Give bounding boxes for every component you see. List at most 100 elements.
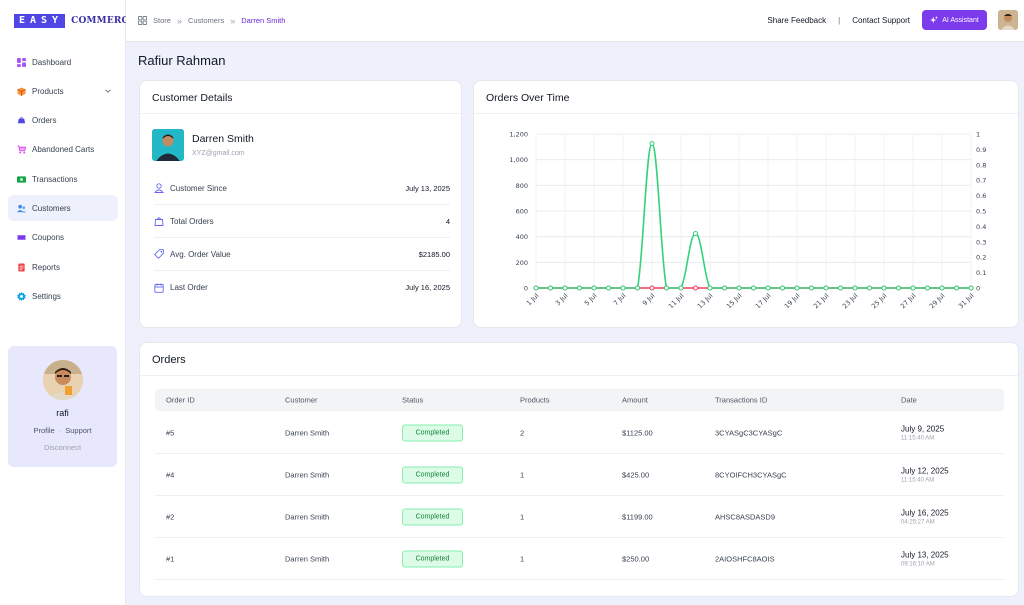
- top-header: Store » Customers » Darren Smith Share F…: [126, 0, 1024, 42]
- series-line-left: [536, 142, 971, 289]
- disconnect-link[interactable]: Disconnect: [43, 443, 82, 452]
- chevron-down-icon[interactable]: [104, 87, 112, 95]
- y-left-tick-label: 0: [524, 285, 528, 293]
- detail-value: 4: [445, 216, 450, 226]
- ai-assistant-button[interactable]: AI Assistant: [922, 10, 987, 30]
- report-icon: [18, 263, 25, 272]
- col-order-id[interactable]: Order ID: [166, 395, 195, 405]
- order-id: #1: [166, 554, 175, 563]
- sidebar-item-abandoned-carts[interactable]: Abandoned Carts: [8, 137, 118, 163]
- col-products[interactable]: Products: [520, 395, 550, 405]
- dashboard-icon: [17, 57, 26, 67]
- header-separator: |: [838, 15, 841, 25]
- orders-chart[interactable]: 0 200 400 600 800 1,000 1,200 0 0.1 0.2 0.3 0.4 0.5 0…: [474, 115, 1018, 327]
- sidebar-item-transactions[interactable]: Transactions: [8, 166, 118, 192]
- profile-link[interactable]: Profile: [33, 426, 55, 435]
- data-point-left: [751, 285, 756, 291]
- data-point-left: [838, 285, 843, 291]
- orders-card: Orders: [139, 342, 1019, 597]
- order-id: #2: [166, 512, 175, 521]
- orders-chart-title: Orders Over Time: [474, 81, 1018, 114]
- support-link[interactable]: Support: [65, 426, 92, 435]
- status-badge: Completed: [402, 508, 463, 525]
- data-point-left: [954, 285, 959, 291]
- order-date-cell: July 9, 2025 11:15:40 AM: [901, 424, 944, 441]
- sidebar-item-coupons[interactable]: Coupons: [8, 225, 118, 251]
- y-right-tick-label: 0.3: [976, 238, 986, 246]
- x-tick-label: 27 Jul: [899, 292, 918, 311]
- calendar-icon: [154, 283, 164, 293]
- money-icon: [17, 176, 26, 183]
- breadcrumb-store[interactable]: Store: [153, 16, 171, 25]
- x-tick-label: 11 Jul: [667, 292, 686, 311]
- order-id: #5: [166, 428, 175, 437]
- data-point-left: [925, 285, 930, 291]
- x-tick-label: 25 Jul: [870, 292, 889, 311]
- customer-photo-image: [152, 129, 184, 161]
- sparkle-icon: [930, 16, 939, 24]
- sidebar-item-products[interactable]: Products: [8, 78, 118, 104]
- order-customer: Darren Smith: [285, 428, 330, 437]
- x-tick-label: 13 Jul: [696, 292, 715, 311]
- order-date-cell: July 13, 2025 09:16:10 AM: [901, 550, 949, 567]
- data-point-left: [910, 285, 916, 291]
- order-date: July 12, 2025: [901, 466, 949, 475]
- order-txn: 8CYOIFCH3CYASgC: [715, 470, 787, 479]
- sidebar-item-reports[interactable]: Reports: [8, 254, 118, 280]
- customer-name: Darren Smith: [192, 133, 254, 145]
- user-links: Profile · Support: [8, 426, 117, 435]
- data-point-right: [693, 285, 698, 291]
- contact-support-link[interactable]: Contact Support: [852, 15, 910, 25]
- tag-icon: [154, 249, 164, 259]
- col-customer[interactable]: Customer: [285, 395, 318, 405]
- order-amount: $1199.00: [622, 512, 653, 521]
- sidebar-item-settings[interactable]: Settings: [8, 283, 118, 309]
- col-amount[interactable]: Amount: [622, 395, 648, 405]
- sidebar-item-customers[interactable]: Customers: [8, 195, 118, 222]
- data-point-left: [722, 285, 727, 291]
- table-row[interactable]: #5 Darren Smith Completed 2 $1125.00 3CY…: [155, 412, 1004, 454]
- status-badge: Completed: [402, 424, 463, 441]
- col-transactions-id[interactable]: Transactions ID: [715, 395, 768, 405]
- y-right-tick-label: 0: [976, 285, 980, 293]
- order-amount: $425.00: [622, 470, 650, 479]
- y-right-tick-label: 0.9: [976, 146, 986, 154]
- table-header: Order ID Customer Status Products Amount…: [155, 389, 1004, 411]
- x-tick-label: 15 Jul: [725, 292, 744, 311]
- order-date-cell: July 12, 2025 11:15:40 AM: [901, 466, 949, 483]
- y-right-tick-label: 0.8: [976, 161, 986, 169]
- user-name: rafi: [56, 408, 69, 418]
- data-point-left: [693, 230, 698, 236]
- y-right-tick-label: 0.4: [976, 223, 986, 231]
- col-date[interactable]: Date: [901, 395, 917, 405]
- orders-over-time-card: Orders Over Time 0 200 400 600 800 1,000 1,200…: [473, 80, 1019, 328]
- col-status[interactable]: Status: [402, 395, 424, 405]
- x-tick-label: 7 Jul: [612, 292, 628, 308]
- data-point-left: [533, 285, 539, 291]
- table-row[interactable]: #1 Darren Smith Completed 1 $250.00 2AIO…: [155, 538, 1004, 580]
- table-row[interactable]: #2 Darren Smith Completed 1 $1199.00 AHS…: [155, 496, 1004, 538]
- avatar[interactable]: [42, 360, 83, 400]
- detail-last-order: Last Order July 16, 2025: [154, 271, 450, 304]
- logo[interactable]: EASY COMMERCE: [0, 0, 136, 42]
- customer-photo: [152, 129, 184, 161]
- header-avatar[interactable]: [998, 10, 1018, 30]
- table-row[interactable]: #4 Darren Smith Completed 1 $425.00 8CYO…: [155, 454, 1004, 496]
- data-point-left: [577, 285, 582, 291]
- order-amount: $250.00: [622, 554, 650, 563]
- breadcrumb-customers[interactable]: Customers: [187, 16, 225, 25]
- sidebar-item-label: Reports: [32, 262, 61, 272]
- y-right-tick-label: 0.7: [976, 177, 986, 185]
- data-point-left: [968, 285, 974, 291]
- page-title: Rafiur Rahman: [138, 53, 226, 68]
- data-point-right: [649, 285, 655, 291]
- share-feedback-link[interactable]: Share Feedback: [767, 15, 827, 25]
- sidebar-item-orders[interactable]: Orders: [8, 108, 118, 134]
- sidebar-item-dashboard[interactable]: Dashboard: [8, 49, 118, 75]
- y-right-tick-label: 0.6: [976, 192, 986, 200]
- y-left-tick-label: 200: [516, 259, 528, 267]
- data-point-left: [896, 285, 901, 291]
- order-products: 1: [520, 554, 525, 563]
- order-amount: $1125.00: [622, 428, 653, 437]
- data-point-left: [765, 285, 771, 291]
